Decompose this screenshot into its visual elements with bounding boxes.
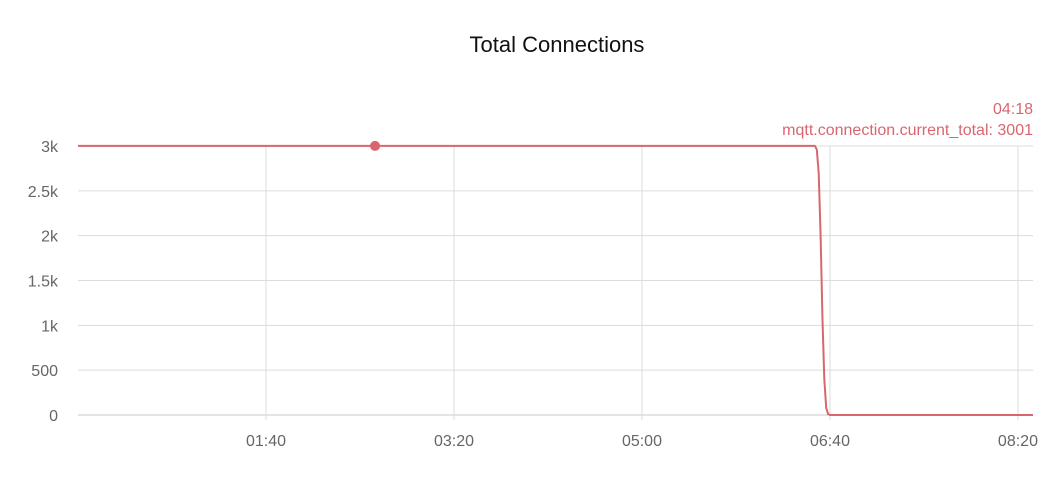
series-line [78,144,1033,416]
tooltip-value: mqtt.connection.current_total: 3001 [782,122,1033,139]
x-tick-label: 08:20 [998,433,1038,450]
y-tick-label: 1k [41,318,59,335]
y-tick-label: 500 [31,363,58,380]
y-tick-label: 3k [41,139,59,156]
y-tick-label: 2k [41,229,59,246]
tooltip: 04:18 mqtt.connection.current_total: 300… [782,101,1033,139]
hover-point[interactable] [370,140,381,151]
tooltip-time: 04:18 [993,101,1033,118]
grid [78,145,1033,420]
series-layer [78,140,1033,416]
axes: 0 500 1k 1.5k 2k 2.5k 3k 01:40 03:20 05:00 06:40 08… [28,139,1038,450]
y-tick-label: 0 [49,408,58,425]
y-tick-label: 1.5k [28,274,59,291]
chart-title: Total Connections [470,32,645,57]
x-tick-label: 03:20 [434,433,474,450]
x-tick-label: 06:40 [810,433,850,450]
x-tick-label: 01:40 [246,433,286,450]
y-tick-label: 2.5k [28,184,59,201]
x-tick-label: 05:00 [622,433,662,450]
